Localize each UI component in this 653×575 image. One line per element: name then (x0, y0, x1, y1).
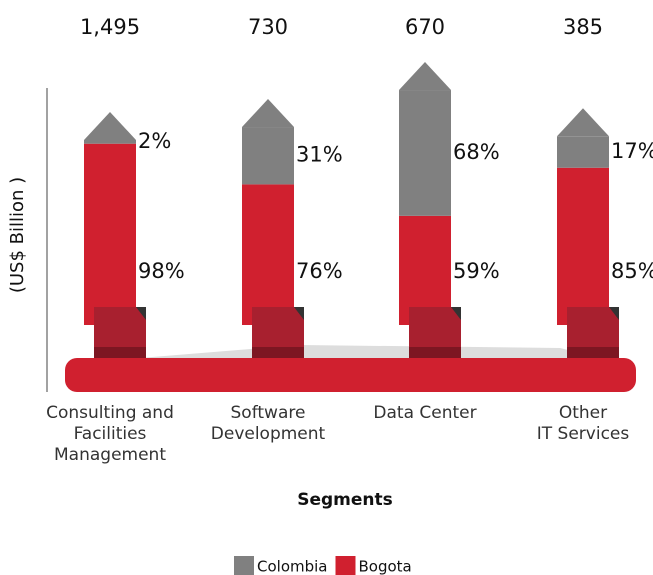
bar-base-stripe (94, 347, 146, 358)
bar-segment (84, 140, 136, 144)
bar-tip (84, 112, 136, 140)
total-label: 730 (248, 15, 288, 39)
value-label: 59% (453, 259, 500, 283)
y-axis-title: (US$ Billion ) (7, 177, 28, 293)
bar-base-corner (609, 307, 619, 320)
bar-segment (399, 90, 451, 216)
value-label: 68% (453, 140, 500, 164)
bar-segment (557, 167, 609, 325)
legend-label: Bogota (359, 558, 412, 575)
bar-segment (84, 143, 136, 325)
value-label: 85% (611, 259, 653, 283)
bar-tip (399, 62, 451, 91)
x-axis-title: Segments (297, 490, 393, 510)
x-tick-label: Consulting and Facilities Management (46, 403, 174, 465)
value-label: 76% (296, 259, 343, 283)
bar-tip (242, 99, 294, 128)
bar-base-corner (136, 307, 146, 320)
x-tick-label: Other IT Services (536, 403, 630, 444)
value-label: 31% (296, 143, 343, 167)
legend-swatch (335, 556, 356, 575)
value-label: 98% (138, 259, 185, 283)
value-label: 17% (611, 139, 653, 163)
bar-base-stripe (409, 347, 461, 358)
total-label: 1,495 (80, 15, 140, 39)
x-tick-label: Software Development (210, 403, 326, 444)
bar-segment (557, 136, 609, 168)
bar-base-stripe (567, 347, 619, 358)
legend-swatch (234, 556, 254, 575)
legend-label: Colombia (257, 558, 328, 575)
bar-segment (399, 215, 451, 325)
bar-segment (242, 184, 294, 325)
bar-tip (557, 108, 609, 137)
bar-base-corner (451, 307, 461, 320)
value-label: 2% (138, 129, 171, 153)
platform (65, 358, 636, 392)
bar-base-stripe (252, 347, 304, 358)
bar-segment (242, 127, 294, 185)
total-label: 385 (563, 15, 603, 39)
x-tick-label: Data Center (373, 403, 477, 423)
bar-base-corner (294, 307, 304, 320)
platform-shadow (140, 345, 600, 358)
total-label: 670 (405, 15, 445, 39)
